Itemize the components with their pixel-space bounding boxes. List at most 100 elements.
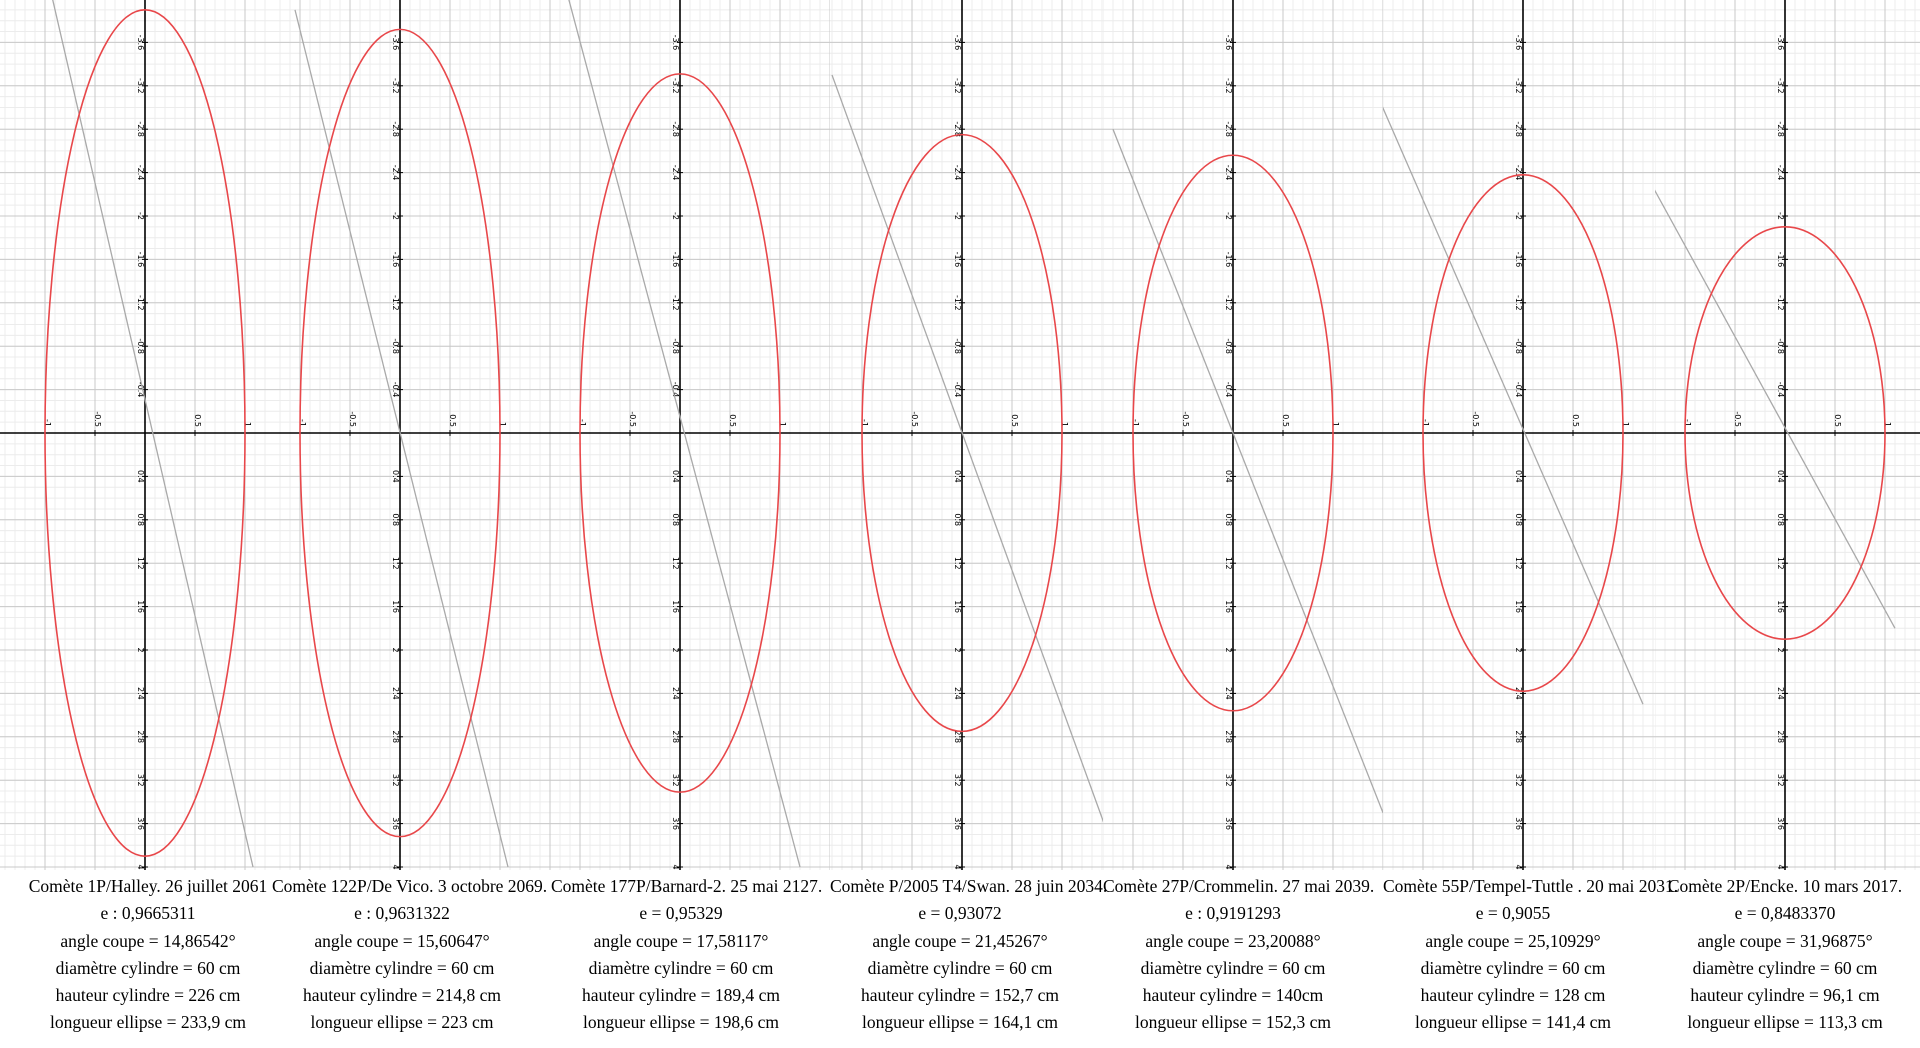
y-tick-label: 2 — [391, 647, 400, 652]
y-tick-label: 1.6 — [391, 600, 400, 613]
y-tick-label: 2.4 — [1224, 687, 1233, 700]
x-tick-label: -1 — [1421, 419, 1430, 427]
cut-line — [1655, 189, 1896, 629]
x-tick-label: -0.5 — [1181, 411, 1190, 427]
y-tick-label: 0.4 — [1776, 470, 1785, 483]
y-tick-label: 3.6 — [1776, 817, 1785, 830]
y-tick-label: 0.4 — [671, 470, 680, 483]
y-tick-label: -2.4 — [1514, 165, 1523, 181]
y-tick-label: 4 — [1224, 864, 1233, 869]
y-tick-label: 2.8 — [391, 730, 400, 743]
y-tick-label: -2 — [1514, 212, 1523, 220]
y-tick-label: 0.8 — [953, 513, 962, 526]
ellipse-panel-1: -1 -0.5 0.5 1 -3.6 -3.2 -2.8 -2.4 -2 -1.6 -1.2 -0.8… — [0, 0, 272, 870]
y-tick-label: 0.4 — [953, 470, 962, 483]
y-tick-label: -0.4 — [136, 382, 145, 398]
caption-diameter: diamètre cylindre = 60 cm — [1420, 957, 1606, 978]
x-tick-label: -1 — [860, 419, 869, 427]
y-tick-label: 1.2 — [953, 557, 962, 570]
panel-content: -1 -0.5 0.5 1 -3.6 -3.2 -2.8 -2.4 -2 -1.6 -1.2 -0.8… — [552, 0, 830, 870]
x-tick-label: -1 — [1131, 419, 1140, 427]
caption-title: Comète 2P/Encke. 10 mars 2017. — [1667, 876, 1903, 896]
y-tick-label: 0.4 — [136, 470, 145, 483]
caption-angle: angle coupe = 15,60647° — [314, 930, 490, 951]
caption-diameter: diamètre cylindre = 60 cm — [55, 957, 241, 978]
caption-eccentricity: e = 0,9055 — [1475, 903, 1551, 924]
panel-content: -1 -0.5 0.5 1 -3.6 -3.2 -2.8 -2.4 -2 -1.6 -1.2 -0.8… — [830, 0, 1103, 870]
x-tick-label: 0.5 — [1010, 414, 1019, 427]
caption-diameter: diamètre cylindre = 60 cm — [588, 957, 774, 978]
cut-line — [831, 74, 1103, 823]
y-tick-label: 1.6 — [1514, 600, 1523, 613]
y-tick-label: -3.6 — [136, 35, 145, 51]
y-tick-label: 3.6 — [1224, 817, 1233, 830]
y-tick-label: 2.4 — [953, 687, 962, 700]
y-tick-label: 2 — [1776, 647, 1785, 652]
caption-height: hauteur cylindre = 96,1 cm — [1690, 985, 1880, 1006]
panel-content: -1 -0.5 0.5 1 -3.6 -3.2 -2.8 -2.4 -2 -1.6 -1.2 -0.8… — [1655, 0, 1920, 870]
ellipse-panel-4: -1 -0.5 0.5 1 -3.6 -3.2 -2.8 -2.4 -2 -1.6 -1.2 -0.8… — [830, 0, 1103, 870]
y-tick-label: 2 — [671, 647, 680, 652]
caption-barnard: Comète 177P/Barnard-2. 25 mai 2127. e = … — [551, 873, 822, 1037]
caption-length: longueur ellipse = 223 cm — [310, 1012, 494, 1033]
section-ellipse — [861, 133, 1063, 733]
caption-de-vico: Comète 122P/De Vico. 3 octobre 2069. e :… — [272, 873, 547, 1037]
ellipse-panel-6: -1 -0.5 0.5 1 -3.6 -3.2 -2.8 -2.4 -2 -1.6 -1.2 -0.8… — [1383, 0, 1655, 870]
x-tick-label: -0.5 — [628, 411, 637, 427]
y-tick-label: -1.2 — [1224, 295, 1233, 311]
y-tick-label: -0.4 — [671, 382, 680, 398]
x-tick-label: 0.5 — [1571, 414, 1580, 427]
y-tick-label: 4 — [953, 864, 962, 869]
caption-length: longueur ellipse = 164,1 cm — [861, 1012, 1058, 1033]
y-tick-label: -0.8 — [391, 338, 400, 354]
y-tick-label: -0.4 — [1224, 382, 1233, 398]
y-tick-label: 2.4 — [1776, 687, 1785, 700]
cut-line — [52, 0, 254, 868]
y-tick-label: 1.2 — [671, 557, 680, 570]
y-tick-label: 2.4 — [391, 687, 400, 700]
cut-line — [1112, 128, 1383, 813]
y-tick-label: -2.8 — [391, 121, 400, 137]
caption-angle: angle coupe = 14,86542° — [60, 930, 236, 951]
y-tick-label: -2 — [1776, 212, 1785, 220]
y-tick-label: 4 — [1514, 864, 1523, 869]
y-tick-label: -2.4 — [953, 165, 962, 181]
caption-eccentricity: e : 0,9631322 — [354, 903, 450, 924]
y-tick-label: 1.2 — [136, 557, 145, 570]
caption-encke: Comète 2P/Encke. 10 mars 2017. e = 0,848… — [1655, 873, 1915, 1037]
y-tick-label: -0.8 — [1514, 338, 1523, 354]
section-ellipse — [44, 9, 246, 857]
y-tick-label: -2 — [671, 212, 680, 220]
y-tick-label: -2 — [391, 212, 400, 220]
caption-height: hauteur cylindre = 214,8 cm — [303, 985, 501, 1006]
y-tick-label: -3.2 — [1224, 78, 1233, 94]
y-tick-label: -0.4 — [391, 382, 400, 398]
caption-title: Comète 1P/Halley. 26 juillet 2061 — [28, 876, 268, 896]
y-tick-label: 3.2 — [1514, 774, 1523, 787]
y-tick-label: -3.2 — [1514, 78, 1523, 94]
y-tick-label: 1.2 — [391, 557, 400, 570]
y-tick-label: -0.8 — [1224, 338, 1233, 354]
x-tick-label: 1 — [1883, 422, 1892, 427]
caption-eccentricity: e = 0,95329 — [639, 903, 723, 924]
y-tick-label: -1.2 — [1776, 295, 1785, 311]
caption-diameter: diamètre cylindre = 60 cm — [1140, 957, 1326, 978]
y-tick-label: -3.2 — [136, 78, 145, 94]
y-tick-label: -3.6 — [1514, 35, 1523, 51]
y-tick-label: 1.6 — [1224, 600, 1233, 613]
y-tick-label: 1.6 — [671, 600, 680, 613]
caption-title: Comète P/2005 T4/Swan. 28 juin 2034. — [830, 876, 1108, 896]
y-tick-label: 1.2 — [1776, 557, 1785, 570]
y-tick-label: 0.4 — [391, 470, 400, 483]
y-tick-label: -3.6 — [671, 35, 680, 51]
ellipse-panel-3: -1 -0.5 0.5 1 -3.6 -3.2 -2.8 -2.4 -2 -1.6 -1.2 -0.8… — [552, 0, 830, 870]
x-tick-label: -1 — [43, 419, 52, 427]
y-tick-label: 2.4 — [1514, 687, 1523, 700]
y-tick-label: -1.2 — [136, 295, 145, 311]
y-tick-label: -2.4 — [1224, 165, 1233, 181]
caption-length: longueur ellipse = 198,6 cm — [582, 1012, 779, 1033]
y-tick-label: 2.8 — [671, 730, 680, 743]
y-tick-label: 1.2 — [1224, 557, 1233, 570]
y-tick-label: -1.6 — [391, 252, 400, 268]
